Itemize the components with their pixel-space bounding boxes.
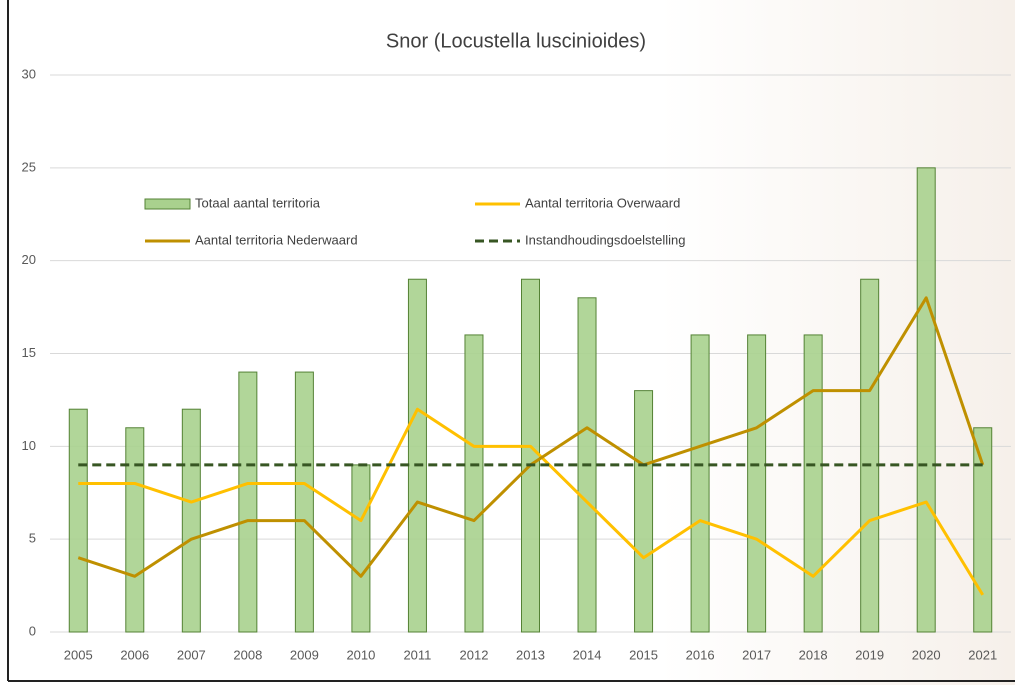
legend-swatch bbox=[144, 198, 191, 210]
x-tick-label: 2020 bbox=[912, 647, 941, 662]
x-tick-label: 2013 bbox=[516, 647, 545, 662]
x-tick-label: 2005 bbox=[64, 647, 93, 662]
bar bbox=[747, 334, 767, 633]
x-tick-label: 2021 bbox=[968, 647, 997, 662]
bar bbox=[125, 427, 145, 633]
bar bbox=[407, 278, 427, 633]
x-tick-label: 2014 bbox=[573, 647, 602, 662]
y-tick-label: 15 bbox=[22, 345, 36, 360]
legend-label: Aantal territoria Overwaard bbox=[525, 195, 680, 210]
x-tick-label: 2011 bbox=[403, 647, 431, 662]
bar bbox=[690, 334, 710, 633]
legend-label: Totaal aantal territoria bbox=[195, 195, 321, 210]
bar bbox=[860, 278, 880, 633]
y-tick-label: 10 bbox=[22, 438, 36, 453]
x-tick-label: 2012 bbox=[460, 647, 489, 662]
bar bbox=[634, 390, 654, 633]
x-tick-label: 2008 bbox=[233, 647, 262, 662]
bar bbox=[803, 334, 823, 633]
x-tick-label: 2018 bbox=[799, 647, 828, 662]
y-tick-label: 20 bbox=[22, 252, 36, 267]
chart-title: Snor (Locustella luscinioides) bbox=[386, 30, 646, 52]
bar bbox=[294, 371, 314, 633]
bar bbox=[464, 334, 484, 633]
y-tick-label: 25 bbox=[22, 159, 36, 174]
legend-label: Aantal territoria Nederwaard bbox=[195, 232, 358, 247]
x-tick-label: 2009 bbox=[290, 647, 319, 662]
bar bbox=[973, 427, 993, 633]
bar bbox=[68, 408, 88, 633]
line-series bbox=[78, 407, 985, 596]
x-tick-label: 2016 bbox=[686, 647, 715, 662]
x-tick-label: 2015 bbox=[629, 647, 658, 662]
bar bbox=[181, 408, 201, 633]
bar bbox=[521, 278, 540, 633]
x-tick-label: 2006 bbox=[120, 647, 149, 662]
bar bbox=[916, 167, 936, 633]
y-tick-label: 0 bbox=[29, 623, 36, 638]
bar bbox=[351, 464, 371, 633]
legend-label: Instandhoudingsdoelstelling bbox=[525, 232, 685, 247]
bar bbox=[238, 371, 258, 633]
x-tick-label: 2017 bbox=[742, 647, 771, 662]
y-tick-label: 5 bbox=[29, 531, 36, 546]
x-tick-label: 2010 bbox=[346, 647, 375, 662]
y-tick-label: 30 bbox=[22, 66, 36, 81]
x-tick-label: 2007 bbox=[177, 647, 206, 662]
x-tick-label: 2019 bbox=[855, 647, 884, 662]
